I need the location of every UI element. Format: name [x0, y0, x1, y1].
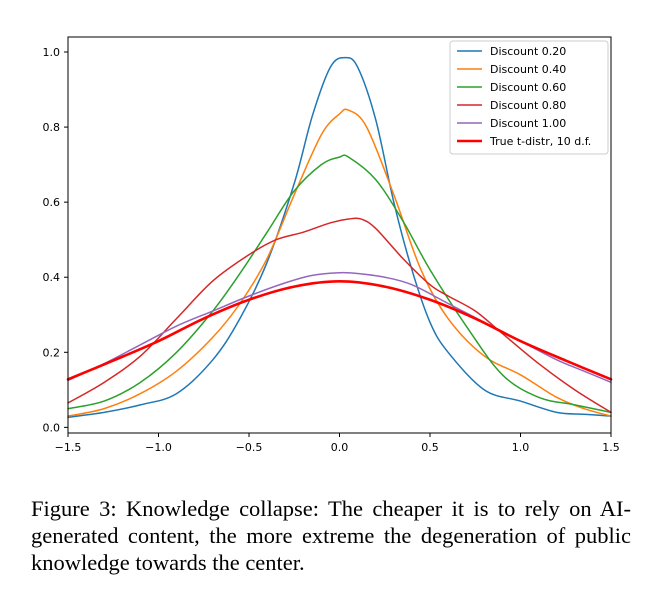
x-tick-label: 1.0 — [512, 441, 530, 454]
curves-layer — [66, 56, 613, 418]
y-tick-label: 0.0 — [43, 421, 61, 434]
figure-caption: Figure 3: Knowledge collapse: The cheape… — [31, 496, 631, 575]
series-line-discount-0-40 — [67, 108, 612, 417]
x-tick-label: 0.0 — [331, 441, 349, 454]
y-tick-label: 0.4 — [43, 271, 61, 284]
legend-box — [449, 40, 609, 155]
legend-label-discount-1-00: Discount 1.00 — [490, 117, 566, 130]
legend: Discount 0.20 Discount 0.40 Discount 0.60 D… — [449, 40, 609, 155]
legend-label-discount-0-40: Discount 0.40 — [490, 63, 566, 76]
y-axis-ticks: 0.0 0.2 0.4 0.6 0.8 1.0 — [43, 46, 68, 434]
knowledge-collapse-chart: −1.5 −1.0 −0.5 0.0 0.5 1.0 1.5 0.0 0.2 0.4 0.6 0.8… — [43, 36, 620, 454]
series-line-discount-0-60 — [67, 154, 612, 414]
legend-label-true-t-distr-10-d-f: True t-distr, 10 d.f. — [489, 135, 591, 148]
legend-label-discount-0-60: Discount 0.60 — [490, 81, 566, 94]
series-line-discount-0-20 — [67, 56, 612, 418]
x-tick-label: −1.0 — [145, 441, 172, 454]
y-tick-label: 0.8 — [43, 121, 61, 134]
x-tick-label: −0.5 — [236, 441, 263, 454]
series-line-discount-0-80 — [67, 217, 612, 414]
y-tick-label: 1.0 — [43, 46, 61, 59]
series-line-discount-1-00 — [67, 271, 612, 384]
legend-label-discount-0-20: Discount 0.20 — [490, 45, 566, 58]
x-axis-ticks: −1.5 −1.0 −0.5 0.0 0.5 1.0 1.5 — [55, 433, 620, 454]
x-tick-label: 0.5 — [421, 441, 439, 454]
legend-label-discount-0-80: Discount 0.80 — [490, 99, 566, 112]
x-tick-label: −1.5 — [55, 441, 82, 454]
x-tick-label: 1.5 — [602, 441, 620, 454]
series-line-true-t-distr-10-d-f — [66, 280, 613, 381]
y-tick-label: 0.6 — [43, 196, 61, 209]
y-tick-label: 0.2 — [43, 346, 61, 359]
